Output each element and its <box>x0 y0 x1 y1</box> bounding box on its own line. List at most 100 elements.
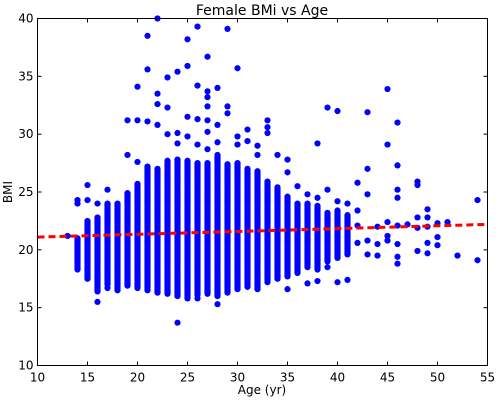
data-point <box>424 206 431 213</box>
data-point <box>194 116 201 123</box>
data-point <box>394 194 401 201</box>
data-point <box>344 276 351 284</box>
data-point <box>274 184 281 191</box>
data-point <box>454 252 461 259</box>
data-point <box>384 232 391 240</box>
data-point <box>154 165 161 172</box>
data-point <box>334 279 341 286</box>
data-point <box>214 151 221 159</box>
data-point <box>134 158 141 166</box>
y-tick-label: 35 <box>18 69 33 83</box>
data-point <box>204 94 211 101</box>
data-point <box>144 66 151 73</box>
data-point <box>204 128 211 135</box>
data-point <box>154 90 161 97</box>
y-tick-label: 40 <box>18 12 33 26</box>
data-point <box>184 157 191 164</box>
x-tick-label: 15 <box>80 371 95 385</box>
data-point <box>354 239 361 246</box>
data-point <box>184 62 191 70</box>
data-point <box>324 104 331 111</box>
data-point <box>284 169 291 176</box>
data-point <box>204 117 211 124</box>
x-tick-label: 20 <box>130 371 145 385</box>
data-point <box>294 200 301 207</box>
data-point <box>104 186 111 193</box>
data-point <box>284 193 291 200</box>
data-point <box>84 217 91 225</box>
data-point <box>174 129 181 137</box>
x-tick-label: 30 <box>230 371 245 385</box>
data-point <box>94 298 101 305</box>
data-point <box>184 113 191 120</box>
data-point <box>194 82 201 89</box>
data-point <box>414 181 421 189</box>
data-point <box>274 151 281 159</box>
data-point <box>124 117 131 124</box>
data-point <box>94 214 101 221</box>
x-tick-label: 55 <box>480 371 495 385</box>
data-point <box>314 194 321 201</box>
data-point <box>144 118 151 125</box>
data-point <box>234 133 241 140</box>
data-point <box>214 121 221 129</box>
data-point <box>314 202 321 209</box>
data-point <box>104 284 111 292</box>
data-point <box>424 214 431 221</box>
data-point <box>364 191 371 198</box>
data-point <box>254 142 261 149</box>
data-point <box>194 23 201 30</box>
data-point <box>394 240 401 248</box>
data-point <box>104 200 111 207</box>
data-point <box>324 215 331 222</box>
data-point <box>364 165 371 172</box>
data-point <box>264 117 271 124</box>
data-point <box>84 197 91 204</box>
data-point <box>384 141 391 148</box>
data-point <box>334 207 341 214</box>
y-tick-label: 15 <box>18 301 33 315</box>
plot-frame <box>37 18 488 366</box>
chart-title: Female BMi vs Age <box>196 3 328 19</box>
axis-ticks: 10 15 20 25 30 35 40 45 50 55 10 15 20 25 30 35 40 <box>18 12 495 385</box>
data-point <box>134 83 141 90</box>
data-point <box>384 85 391 93</box>
data-point <box>204 88 211 95</box>
data-point <box>114 200 121 207</box>
data-point <box>264 124 271 131</box>
data-point <box>304 280 311 287</box>
data-point <box>334 198 341 205</box>
data-point <box>174 319 181 326</box>
data-point <box>304 200 311 207</box>
data-point <box>234 159 241 167</box>
data-point <box>74 197 81 204</box>
data-point <box>394 260 401 267</box>
data-point <box>174 140 181 147</box>
data-point <box>304 191 311 198</box>
data-point <box>154 121 161 129</box>
data-point <box>414 247 421 255</box>
data-point <box>174 68 181 75</box>
y-tick-label: 10 <box>18 359 33 373</box>
data-point <box>144 163 151 170</box>
data-point <box>324 209 331 216</box>
trend-line <box>37 222 488 239</box>
data-point <box>314 140 321 147</box>
data-point <box>364 109 371 116</box>
data-point <box>234 141 241 148</box>
data-point <box>414 214 421 221</box>
data-point <box>134 117 141 124</box>
data-point <box>384 218 391 226</box>
y-tick-label: 30 <box>18 127 33 141</box>
data-point <box>154 100 161 108</box>
data-point <box>354 207 361 214</box>
data-point <box>474 197 481 204</box>
data-point <box>184 133 191 140</box>
x-axis-label: Age (yr) <box>238 383 286 397</box>
data-point <box>384 237 391 244</box>
x-tick-label: 35 <box>280 371 295 385</box>
data-point <box>174 156 181 163</box>
data-point <box>224 25 231 33</box>
data-point <box>264 129 271 137</box>
